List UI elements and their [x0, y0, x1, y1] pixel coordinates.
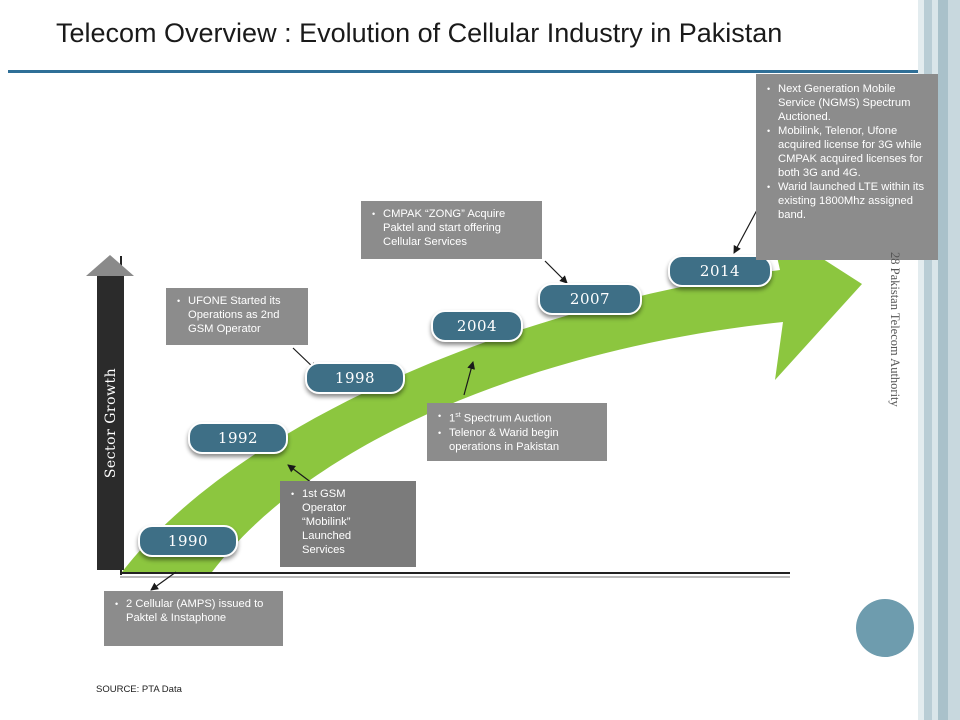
- slide-footer-vertical: 28 Pakistan Telecom Authority: [888, 252, 902, 407]
- title-underline: [8, 70, 918, 73]
- year-pill-2007: 2007: [538, 283, 642, 315]
- note-2004-item-1: 1st Spectrum Auction: [438, 409, 599, 426]
- slide-title: Telecom Overview : Evolution of Cellular…: [56, 18, 783, 48]
- source-note: SOURCE: PTA Data: [96, 684, 182, 695]
- connector-2007: [544, 260, 568, 284]
- note-1990-item: 2 Cellular (AMPS) issued to Paktel & Ins…: [115, 597, 275, 625]
- growth-arrow: [122, 225, 862, 572]
- connector-1990: [150, 571, 177, 591]
- year-pill-1998: 1998: [305, 362, 405, 394]
- connector-2014: [733, 209, 758, 254]
- note-1998: UFONE Started its Operations as 2nd GSM …: [166, 288, 308, 345]
- decor-stripe: [932, 0, 938, 720]
- connector-2004: [463, 361, 476, 396]
- decor-circle: [856, 599, 914, 657]
- note-2007: CMPAK “ZONG” Acquire Paktel and start of…: [361, 201, 542, 259]
- decor-stripe: [918, 0, 924, 720]
- note-1992-item: 1st GSM Operator “Mobilink” Launched Ser…: [291, 487, 408, 557]
- year-pill-2004: 2004: [431, 310, 523, 342]
- decor-stripe: [924, 0, 932, 720]
- note-1998-item: UFONE Started its Operations as 2nd GSM …: [177, 294, 300, 336]
- note-2004: 1st Spectrum Auction Telenor & Warid beg…: [427, 403, 607, 461]
- decor-stripe: [948, 0, 960, 720]
- note-2014-item-2: Mobilink, Telenor, Ufone acquired licens…: [767, 124, 930, 180]
- year-pill-2014: 2014: [668, 255, 772, 287]
- note-1992: 1st GSM Operator “Mobilink” Launched Ser…: [280, 481, 416, 567]
- year-pill-1990: 1990: [138, 525, 238, 557]
- axis-up-triangle: [86, 255, 134, 276]
- note-1990: 2 Cellular (AMPS) issued to Paktel & Ins…: [104, 591, 283, 646]
- axis-label: Sector Growth: [102, 367, 119, 479]
- note-2014-item-1: Next Generation Mobile Service (NGMS) Sp…: [767, 82, 930, 124]
- year-pill-1992: 1992: [188, 422, 288, 454]
- decor-stripe: [938, 0, 948, 720]
- note-2004-item-2: Telenor & Warid begin operations in Paki…: [438, 426, 599, 454]
- note-2014-item-3: Warid launched LTE within its existing 1…: [767, 180, 930, 222]
- note-2014: Next Generation Mobile Service (NGMS) Sp…: [756, 74, 938, 260]
- note-2007-item: CMPAK “ZONG” Acquire Paktel and start of…: [372, 207, 534, 249]
- axis-label-bar: Sector Growth: [97, 276, 124, 570]
